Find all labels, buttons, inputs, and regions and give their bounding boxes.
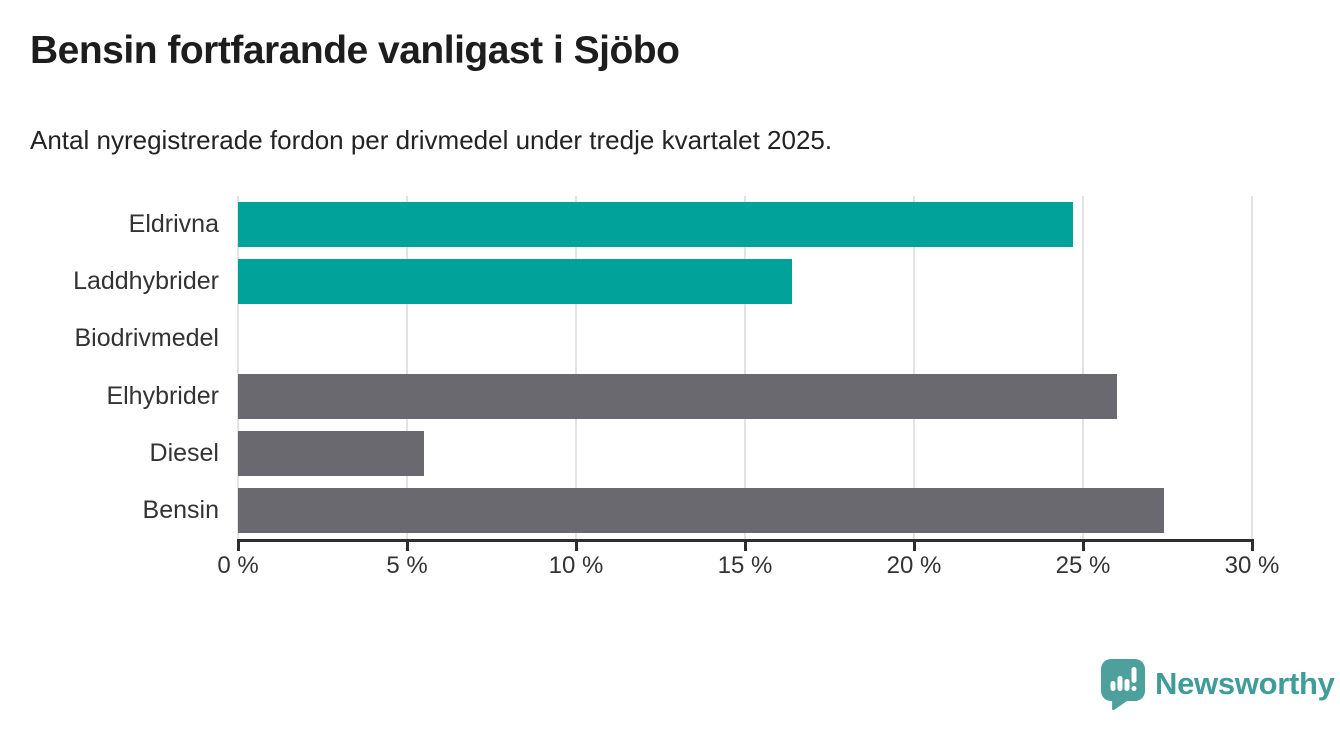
x-axis-tick-label-15: 15 % bbox=[717, 552, 773, 579]
x-axis-tick-label-30: 30 % bbox=[1224, 552, 1280, 579]
chart-title: Bensin fortfarande vanligast i Sjöbo bbox=[30, 29, 680, 72]
x-axis-tick-label-0: 0 % bbox=[217, 552, 259, 579]
bar-laddhybrider bbox=[238, 259, 793, 305]
bar-elhybrider bbox=[238, 373, 1117, 419]
x-axis-tick-label-5: 5 % bbox=[386, 552, 428, 579]
bar-bensin bbox=[238, 487, 1165, 533]
x-axis-tick-label-20: 20 % bbox=[886, 552, 942, 579]
x-axis-tick-label-10: 10 % bbox=[548, 552, 604, 579]
x-axis-tick-30 bbox=[1250, 539, 1254, 551]
x-axis-tick-5 bbox=[405, 539, 409, 551]
newsworthy-branding: Newsworthy bbox=[1100, 658, 1335, 710]
gridline-5 bbox=[405, 196, 408, 539]
bar-diesel bbox=[238, 430, 424, 476]
chart-subtitle: Antal nyregistrerade fordon per drivmede… bbox=[30, 125, 833, 155]
x-axis-tick-10 bbox=[574, 539, 578, 551]
gridline-10 bbox=[574, 196, 577, 539]
category-label-biodrivmedel: Biodrivmedel bbox=[74, 324, 219, 353]
category-label-diesel: Diesel bbox=[149, 438, 219, 467]
newsworthy-logo-text: Newsworthy bbox=[1155, 666, 1335, 701]
gridline-20 bbox=[912, 196, 915, 539]
x-axis-tick-15 bbox=[743, 539, 747, 551]
category-label-bensin: Bensin bbox=[142, 495, 219, 524]
bar-eldrivna bbox=[238, 202, 1073, 248]
x-axis-tick-20 bbox=[912, 539, 916, 551]
x-axis-tick-0 bbox=[236, 539, 240, 551]
newsworthy-logo-icon bbox=[1101, 659, 1145, 710]
x-axis-tick-25 bbox=[1081, 539, 1085, 551]
gridline-15 bbox=[744, 196, 746, 539]
category-label-elhybrider: Elhybrider bbox=[106, 381, 219, 410]
category-label-eldrivna: Eldrivna bbox=[128, 210, 219, 239]
gridline-30 bbox=[1251, 196, 1253, 539]
category-label-laddhybrider: Laddhybrider bbox=[73, 267, 219, 296]
plot-area bbox=[237, 196, 1253, 539]
gridline-0 bbox=[237, 196, 239, 539]
x-axis-tick-label-25: 25 % bbox=[1055, 552, 1111, 579]
gridline-25 bbox=[1082, 196, 1084, 539]
category-labels: Eldrivna Laddhybrider Biodrivmedel Elhybrid… bbox=[0, 196, 224, 539]
bar-chart-glyph bbox=[1110, 667, 1137, 691]
speech-bubble-shape bbox=[1101, 659, 1145, 710]
